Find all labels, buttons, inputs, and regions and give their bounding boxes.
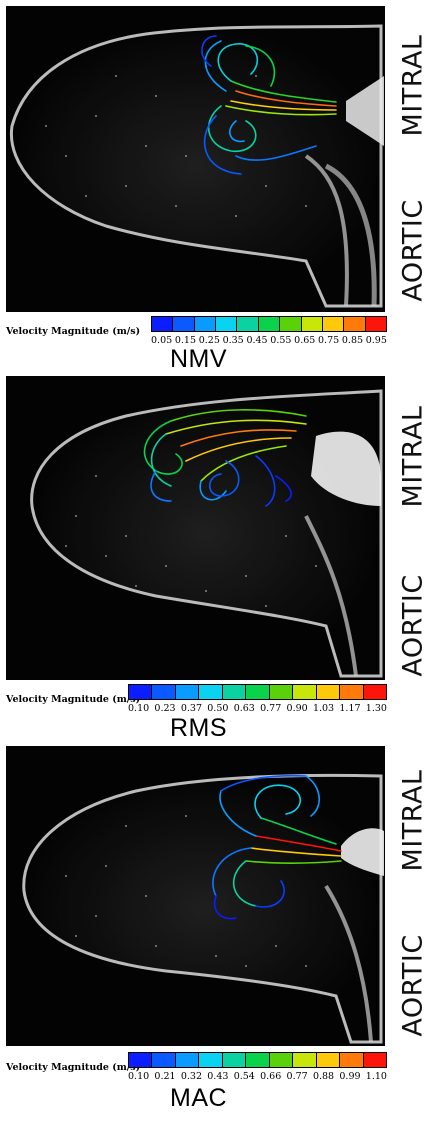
colorbar-tick-label: 0.45 — [246, 335, 268, 346]
colorbar-cell — [175, 1053, 200, 1067]
colorbar-tick-label: 0.10 — [128, 703, 150, 714]
colorbar-cell — [246, 1053, 270, 1067]
colorbar-cell — [246, 685, 270, 699]
condition-label-mac: MAC — [170, 1084, 228, 1112]
colorbar-tick-label: 0.90 — [286, 703, 308, 714]
colorbar-tick-label: 0.85 — [341, 335, 364, 346]
colorbar-cell — [363, 685, 386, 699]
colorbar-cell — [216, 317, 238, 331]
colorbar-strip — [151, 316, 387, 332]
colorbar-cell — [258, 317, 281, 331]
colorbar-tick-label: 0.88 — [312, 1071, 335, 1082]
colorbar-tick-label: 0.54 — [233, 1071, 255, 1082]
colorbar-cell — [129, 685, 153, 699]
colorbar-strip — [128, 1052, 387, 1068]
colorbar-tick-label: 0.50 — [207, 703, 229, 714]
colorbar-cell — [316, 1053, 341, 1067]
flow-image-mac — [6, 746, 385, 1046]
colorbar-tick-label: 0.43 — [207, 1071, 229, 1082]
colorbar-tick-label: 0.15 — [174, 335, 197, 346]
colorbar-tick-label: 0.05 — [151, 335, 173, 346]
colorbar-tick-label: 0.55 — [270, 335, 292, 346]
colorbar-tick-label: 0.23 — [154, 703, 176, 714]
colorbar-cell — [152, 1053, 176, 1067]
colorbar-nmv: Velocity Magnitude (m/s) 0.05 0.15 0.25 0.3… — [0, 316, 440, 350]
colorbar-cell — [280, 317, 302, 331]
colorbar-tick-label: 1.03 — [312, 703, 335, 714]
colorbar-tick-label: 0.10 — [128, 1071, 150, 1082]
colorbar-title: Velocity Magnitude (m/s) — [6, 1062, 141, 1073]
colorbar-tick-label: 1.17 — [339, 703, 361, 714]
colorbar-cell — [293, 685, 317, 699]
colorbar-cell — [293, 1053, 317, 1067]
colorbar-cell — [199, 685, 223, 699]
colorbar-cell — [129, 1053, 153, 1067]
colorbar-cell — [199, 1053, 223, 1067]
colorbar-ticks: 0.05 0.15 0.25 0.35 0.45 0.55 0.65 0.75 0.85 0.95 — [151, 335, 387, 346]
colorbar-cell — [344, 317, 366, 331]
flow-image-nmv — [6, 6, 385, 312]
colorbar-cell — [340, 685, 364, 699]
condition-label-nmv: NMV — [170, 345, 228, 373]
colorbar-cell — [365, 317, 386, 331]
colorbar-cell — [194, 317, 217, 331]
colorbar-cell — [269, 685, 294, 699]
colorbar-rms: Velocity Magnitude (m/s) 0.10 0.23 0.37 0.5… — [0, 684, 440, 718]
colorbar-cell — [301, 317, 323, 331]
colorbar-cell — [173, 317, 195, 331]
colorbar-tick-label: 0.66 — [260, 1071, 282, 1082]
flow-image-rms — [6, 376, 385, 680]
colorbar-tick-label: 0.63 — [233, 703, 255, 714]
colorbar-cell — [152, 685, 176, 699]
mitral-label: MITRAL — [397, 769, 429, 871]
colorbar-tick-label: 0.21 — [154, 1071, 176, 1082]
colorbar-cell — [175, 685, 200, 699]
colorbar-title: Velocity Magnitude (m/s) — [6, 694, 141, 705]
colorbar-tick-label: 0.37 — [180, 703, 202, 714]
colorbar-cell — [269, 1053, 294, 1067]
colorbar-cell — [340, 1053, 364, 1067]
colorbar-ticks: 0.10 0.21 0.32 0.43 0.54 0.66 0.77 0.88 0.99 1.10 — [128, 1071, 387, 1082]
mitral-label: MITRAL — [397, 405, 429, 507]
condition-label-rms: RMS — [170, 714, 228, 742]
colorbar-tick-label: 0.65 — [294, 335, 316, 346]
colorbar-cell — [316, 685, 341, 699]
colorbar-tick-label: 1.10 — [365, 1071, 387, 1082]
colorbar-tick-label: 0.25 — [198, 335, 220, 346]
colorbar-tick-label: 0.95 — [365, 335, 387, 346]
colorbar-cell — [363, 1053, 386, 1067]
colorbar-tick-label: 1.30 — [365, 703, 387, 714]
colorbar-cell — [322, 317, 345, 331]
colorbar-cell — [237, 317, 259, 331]
colorbar-tick-label: 0.77 — [286, 1071, 308, 1082]
colorbar-mac: Velocity Magnitude (m/s) 0.10 0.21 0.32 0.4… — [0, 1052, 440, 1086]
colorbar-ticks: 0.10 0.23 0.37 0.50 0.63 0.77 0.90 1.03 1.17 1.30 — [128, 703, 387, 714]
colorbar-cell — [222, 685, 247, 699]
colorbar-strip — [128, 684, 387, 700]
colorbar-tick-label: 0.35 — [222, 335, 244, 346]
aortic-label: AORTIC — [397, 573, 429, 677]
colorbar-tick-label: 0.77 — [260, 703, 282, 714]
aortic-label: AORTIC — [397, 198, 429, 302]
aortic-label: AORTIC — [397, 933, 429, 1037]
colorbar-cell — [222, 1053, 247, 1067]
colorbar-title: Velocity Magnitude (m/s) — [6, 326, 141, 337]
mitral-label: MITRAL — [397, 34, 429, 136]
colorbar-tick-label: 0.75 — [318, 335, 340, 346]
colorbar-tick-label: 0.99 — [339, 1071, 361, 1082]
colorbar-cell — [152, 317, 174, 331]
colorbar-tick-label: 0.32 — [180, 1071, 202, 1082]
